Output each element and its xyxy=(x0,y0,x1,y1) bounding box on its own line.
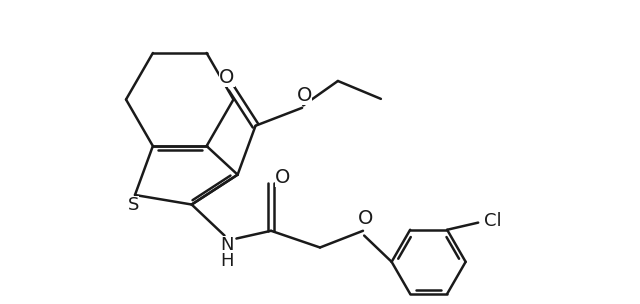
Text: S: S xyxy=(128,195,140,213)
Text: N: N xyxy=(221,236,234,254)
Text: H: H xyxy=(221,252,234,270)
Text: O: O xyxy=(219,68,235,88)
Text: O: O xyxy=(358,209,373,228)
Text: O: O xyxy=(275,168,291,187)
Text: Cl: Cl xyxy=(484,212,502,230)
Text: O: O xyxy=(297,86,312,105)
